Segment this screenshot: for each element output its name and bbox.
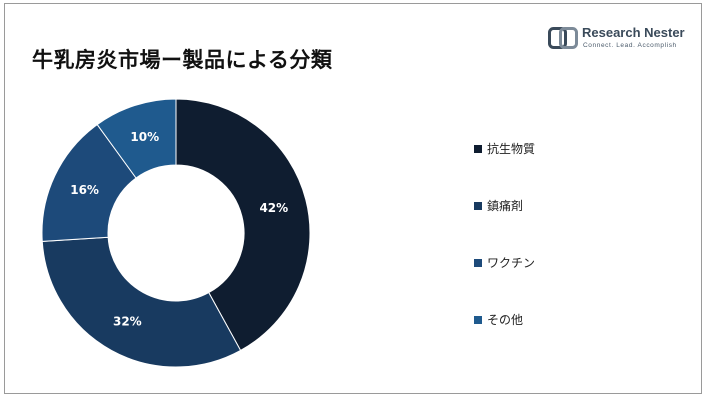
legend-item: 鎮痛剤 <box>474 197 523 214</box>
legend-swatch <box>474 201 482 210</box>
slice-value-label: 42% <box>259 201 288 215</box>
chart-title: 牛乳房炎市場ー製品による分類 <box>32 48 333 72</box>
brand-logo: Research Nester Connect. Lead. Accomplis… <box>548 24 685 54</box>
legend-item: その他 <box>474 311 523 328</box>
research-nester-logo-icon <box>548 27 578 49</box>
legend-item: 抗生物質 <box>474 140 535 157</box>
logo-tagline: Connect. Lead. Accomplish <box>583 42 677 49</box>
logo-name: Research Nester <box>582 25 685 40</box>
legend-swatch <box>474 258 482 267</box>
donut-slice-1 <box>175 98 311 352</box>
legend-item: ワクチン <box>474 254 535 271</box>
donut-slice-4 <box>96 98 177 179</box>
legend-label: ワクチン <box>487 256 536 270</box>
legend-swatch <box>474 315 482 324</box>
slice-value-label: 10% <box>130 130 159 144</box>
legend-label: 鎮痛剤 <box>487 199 524 213</box>
legend-label: 抗生物質 <box>487 142 536 156</box>
slice-value-label: 32% <box>113 315 142 329</box>
legend-label: その他 <box>487 313 524 327</box>
legend-swatch <box>474 144 482 153</box>
slice-value-label: 16% <box>70 183 99 197</box>
donut-slice-2 <box>41 236 242 368</box>
